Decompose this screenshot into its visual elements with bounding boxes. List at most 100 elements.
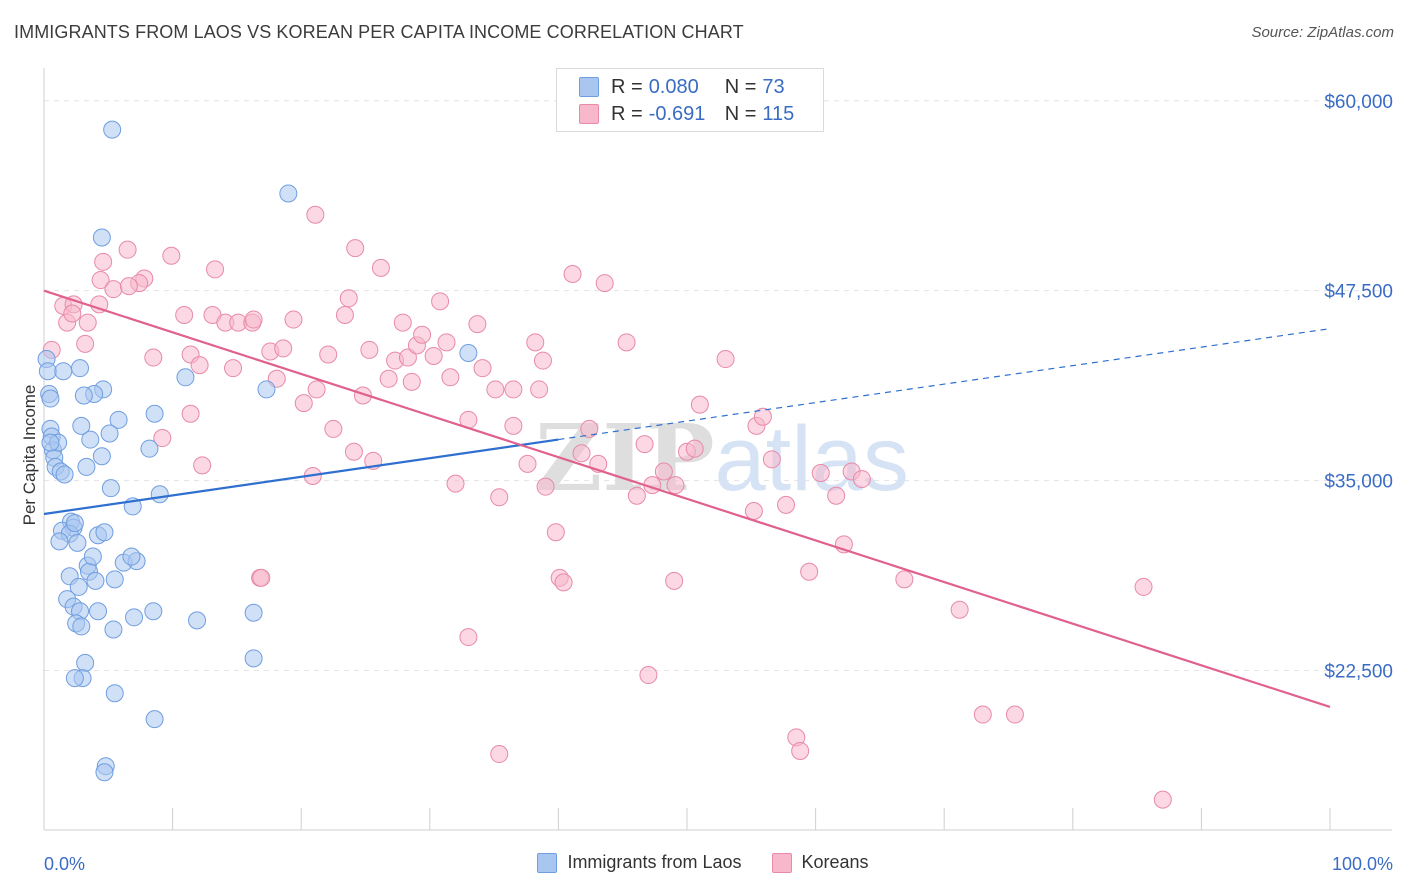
data-point (145, 710, 164, 729)
data-point (50, 532, 69, 551)
data-point (639, 666, 658, 685)
data-point (95, 523, 114, 542)
data-point (72, 416, 91, 435)
data-point (490, 488, 509, 507)
data-point (105, 684, 124, 703)
data-point (68, 533, 87, 552)
data-point (685, 439, 704, 458)
data-point (74, 386, 93, 405)
legend-swatch-pink (579, 104, 599, 124)
data-point (145, 404, 164, 423)
data-point (580, 419, 599, 438)
data-point (762, 450, 781, 469)
data-point (206, 260, 225, 279)
data-point (54, 362, 73, 381)
data-point (41, 433, 60, 452)
data-point (104, 620, 123, 639)
y-tick-labels: $22,500 $35,000 $47,500 $60,000 (1324, 92, 1393, 683)
data-point (753, 407, 772, 426)
data-point (83, 547, 102, 566)
data-point (244, 649, 263, 668)
data-point (77, 457, 96, 476)
data-point (188, 611, 207, 630)
y-tick-label: $22,500 (1324, 661, 1393, 682)
data-point (379, 369, 398, 388)
data-point (100, 424, 119, 443)
series-legend: Immigrants from Laos Koreans (0, 852, 1406, 873)
data-point (441, 368, 460, 387)
data-point (319, 345, 338, 364)
trend-line (43, 438, 559, 516)
data-point (360, 340, 379, 359)
data-point (895, 570, 914, 589)
data-point (490, 745, 509, 764)
data-point (55, 465, 74, 484)
r-label: R = (611, 75, 643, 98)
data-point (617, 333, 636, 352)
data-point (486, 380, 505, 399)
n-label: N = (724, 102, 757, 125)
data-point (175, 305, 194, 324)
data-point (86, 571, 105, 590)
data-point (63, 304, 82, 323)
data-point (81, 430, 100, 449)
source-label: Source: ZipAtlas.com (1251, 24, 1394, 41)
data-point (162, 246, 181, 265)
data-point (563, 264, 582, 283)
data-point (144, 348, 163, 367)
data-point (224, 359, 243, 378)
n-value: 115 (762, 102, 795, 125)
data-point (393, 313, 412, 332)
data-point (125, 608, 144, 627)
data-point (153, 429, 172, 448)
data-point (190, 356, 209, 375)
data-point (324, 419, 343, 438)
data-point (690, 395, 709, 414)
data-point (94, 252, 113, 271)
data-point (811, 463, 830, 482)
data-point (244, 603, 263, 622)
n-value: 73 (762, 75, 785, 98)
n-label: N = (724, 75, 757, 98)
data-point (91, 271, 110, 290)
data-point (144, 602, 163, 621)
data-point (176, 368, 195, 387)
data-point (459, 343, 478, 362)
data-point (437, 333, 456, 352)
data-point (279, 184, 298, 203)
x-tick-label: 100.0% (1332, 854, 1393, 874)
data-point (526, 333, 545, 352)
data-point (1153, 790, 1172, 809)
data-point (76, 653, 95, 672)
data-point (635, 435, 654, 454)
data-point (92, 447, 111, 466)
legend-label: Koreans (801, 852, 869, 872)
data-point (654, 462, 673, 481)
data-point (518, 454, 537, 473)
data-point (118, 240, 137, 259)
data-point (791, 742, 810, 761)
grid-lines (44, 100, 1392, 671)
r-value: 0.080 (648, 75, 699, 98)
data-point (95, 763, 114, 782)
legend-row-laos: R = 0.080 N = 73 (579, 75, 785, 99)
data-point (398, 348, 417, 367)
koreans-points (42, 205, 1172, 809)
data-point (294, 394, 313, 413)
data-point (78, 313, 97, 332)
y-tick-label: $47,500 (1324, 282, 1393, 303)
data-point (595, 274, 614, 293)
data-point (339, 289, 358, 308)
data-point (1005, 705, 1024, 724)
data-point (69, 577, 88, 596)
legend-item-koreans[interactable]: Koreans (771, 852, 869, 873)
legend-item-laos[interactable]: Immigrants from Laos (537, 852, 742, 873)
data-point (346, 239, 365, 258)
data-point (431, 292, 450, 311)
data-point (274, 339, 293, 358)
legend-swatch-blue (537, 852, 558, 873)
data-point (284, 310, 303, 329)
data-point (371, 258, 390, 277)
data-point (402, 372, 421, 391)
